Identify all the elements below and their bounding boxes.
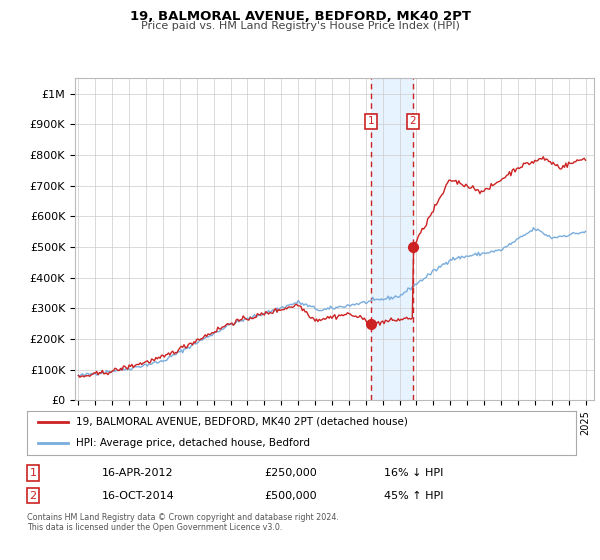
Text: 2: 2 <box>410 116 416 127</box>
Text: This data is licensed under the Open Government Licence v3.0.: This data is licensed under the Open Gov… <box>27 523 283 532</box>
Text: £250,000: £250,000 <box>264 468 317 478</box>
Text: 45% ↑ HPI: 45% ↑ HPI <box>384 491 443 501</box>
Text: 19, BALMORAL AVENUE, BEDFORD, MK40 2PT (detached house): 19, BALMORAL AVENUE, BEDFORD, MK40 2PT (… <box>76 417 408 427</box>
Text: 19, BALMORAL AVENUE, BEDFORD, MK40 2PT: 19, BALMORAL AVENUE, BEDFORD, MK40 2PT <box>130 10 470 23</box>
Text: 16% ↓ HPI: 16% ↓ HPI <box>384 468 443 478</box>
Text: 16-APR-2012: 16-APR-2012 <box>102 468 173 478</box>
Bar <box>371 78 413 400</box>
Text: HPI: Average price, detached house, Bedford: HPI: Average price, detached house, Bedf… <box>76 438 310 448</box>
Text: Price paid vs. HM Land Registry's House Price Index (HPI): Price paid vs. HM Land Registry's House … <box>140 21 460 31</box>
Text: 2: 2 <box>29 491 37 501</box>
Text: 16-OCT-2014: 16-OCT-2014 <box>102 491 175 501</box>
Text: 1: 1 <box>29 468 37 478</box>
Text: Contains HM Land Registry data © Crown copyright and database right 2024.: Contains HM Land Registry data © Crown c… <box>27 513 339 522</box>
Text: £500,000: £500,000 <box>264 491 317 501</box>
Text: 1: 1 <box>367 116 374 127</box>
